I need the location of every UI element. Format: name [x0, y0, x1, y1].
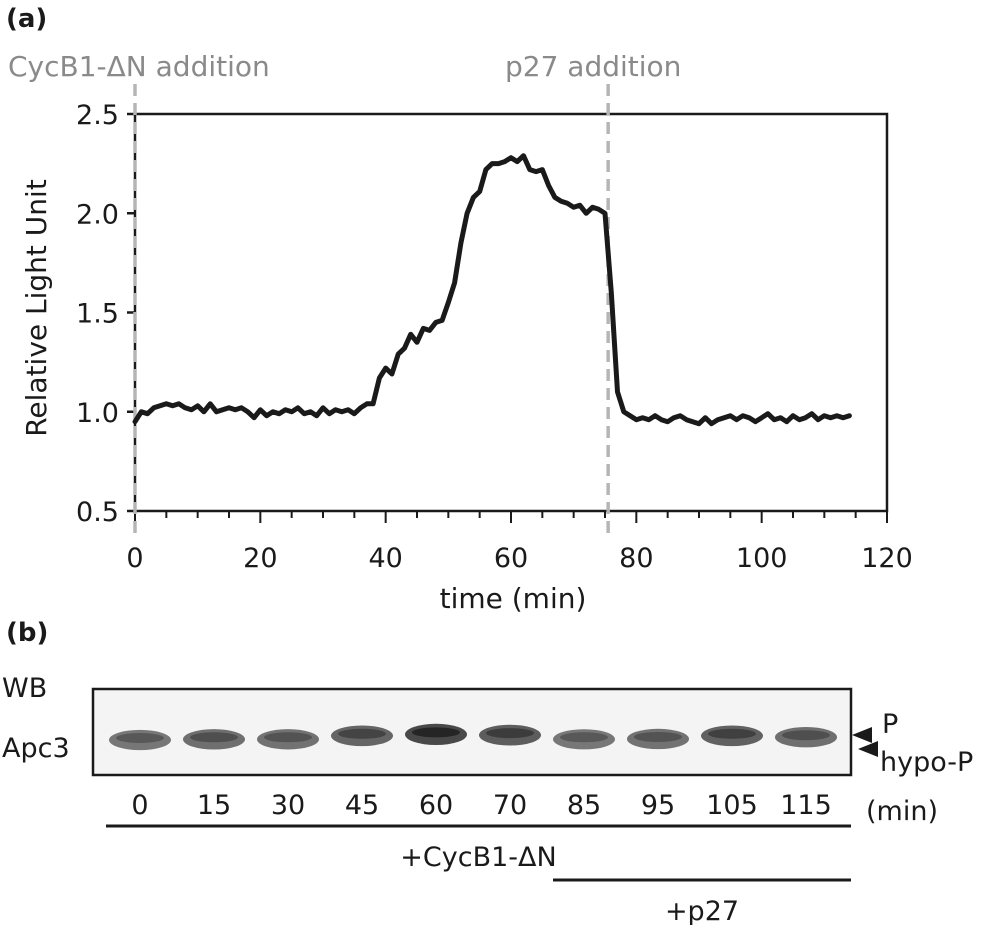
x-tick-label: 120 — [861, 543, 913, 574]
blot-bands — [109, 723, 837, 751]
cycb1-addition-annotation: CycB1-ΔN addition — [8, 50, 270, 83]
treatment-label: +CycB1-ΔN — [400, 842, 556, 873]
blot-band-core — [708, 728, 756, 739]
treatment-label: +p27 — [665, 896, 739, 925]
x-tick-label: 100 — [736, 543, 788, 574]
lane-labels: 0 15 30 45 60 70 85 95 105 115 — [131, 790, 831, 821]
lane-label: 105 — [706, 790, 758, 821]
lane-label: 95 — [641, 790, 675, 821]
y-tick-label: 0.5 — [76, 497, 119, 528]
blot-band-core — [264, 732, 312, 743]
y-axis: 0.5 1.0 1.5 2.0 2.5 — [76, 100, 135, 528]
panel-a-label: (a) — [6, 4, 47, 34]
x-tick-label: 80 — [619, 543, 653, 574]
y-tick-label: 2.5 — [76, 100, 119, 131]
series-line-relative-light-unit — [132, 153, 852, 427]
y-tick-label: 1.0 — [76, 398, 119, 429]
lane-label: 15 — [197, 790, 231, 821]
addition-markers — [133, 84, 610, 540]
lane-label: 60 — [419, 790, 453, 821]
lane-label: 70 — [493, 790, 527, 821]
x-axis: 0 20 40 60 80 100 120 — [126, 511, 913, 574]
band-label-hypo-p: hypo-P — [880, 747, 973, 778]
band-label-p: P — [882, 709, 898, 740]
x-tick-label: 40 — [368, 543, 402, 574]
blot-band-core — [634, 731, 682, 742]
protein-label: Apc3 — [2, 733, 70, 764]
lane-label: 45 — [345, 790, 379, 821]
lane-label: 85 — [567, 790, 601, 821]
blot-band-core — [338, 728, 386, 739]
lane-label: 30 — [271, 790, 305, 821]
x-tick-label: 0 — [126, 543, 143, 574]
hypo-arrow-icon — [858, 741, 878, 757]
x-tick-label: 20 — [243, 543, 277, 574]
blot-band-core — [560, 732, 608, 743]
x-axis-title: time (min) — [440, 582, 587, 615]
y-axis-title: Relative Light Unit — [20, 179, 53, 437]
phospho-arrow-icon — [852, 727, 872, 743]
p27-addition-annotation: p27 addition — [505, 50, 681, 83]
y-tick-label: 1.5 — [76, 299, 119, 330]
y-tick-label: 2.0 — [76, 199, 119, 230]
blot-band-core — [190, 732, 238, 743]
wb-label: WB — [2, 673, 47, 704]
lane-label: 115 — [780, 790, 832, 821]
x-tick-label: 60 — [494, 543, 528, 574]
lane-label: 0 — [131, 790, 148, 821]
blot-band-core — [782, 730, 830, 741]
blot-band-core — [116, 733, 164, 743]
plot-frame — [133, 112, 889, 513]
lane-unit-label: (min) — [866, 796, 938, 827]
panel-b-label: (b) — [6, 618, 48, 648]
blot-band-core — [486, 728, 534, 739]
treatment-bars: +CycB1-ΔN +p27 — [106, 824, 851, 925]
blot-band-core — [412, 727, 460, 738]
